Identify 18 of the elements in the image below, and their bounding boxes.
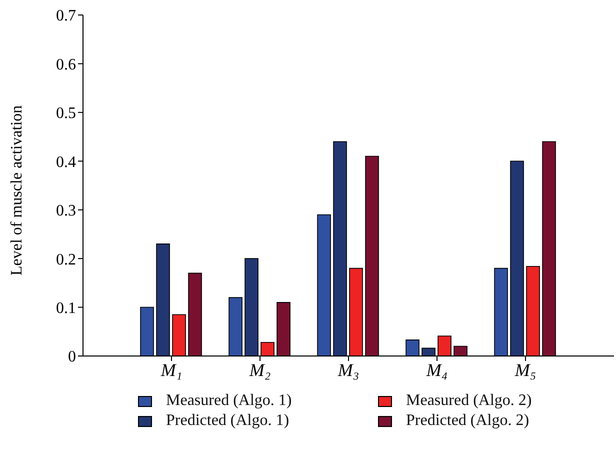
legend-label: Predicted (Algo. 2) [406,412,530,430]
y-tick-label: 0.5 [56,105,76,122]
y-tick-label: 0.3 [56,202,76,220]
y-tick-label: 0.1 [56,300,76,317]
x-tick-label: M₄ [425,360,448,380]
legend-label: Measured (Algo. 2) [406,392,532,410]
x-tick-label: M₃ [336,360,360,380]
y-axis-title: Level of muscle activation [8,105,26,276]
legend-label: Predicted (Algo. 1) [166,412,290,430]
y-tick-label: 0 [68,348,76,366]
legend-label: Measured (Algo. 1) [166,392,292,410]
y-tick-label: 0.7 [56,8,76,25]
x-tick-label: M₁ [160,360,182,380]
x-tick-label: M₅ [514,360,536,380]
x-tick-label: M₂ [248,360,271,380]
y-tick-label: 0.2 [56,251,76,268]
y-tick-label: 0.6 [56,56,76,74]
y-tick-label: 0.4 [56,154,76,171]
